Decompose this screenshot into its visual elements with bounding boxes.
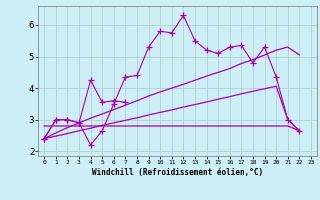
X-axis label: Windchill (Refroidissement éolien,°C): Windchill (Refroidissement éolien,°C): [92, 168, 263, 177]
